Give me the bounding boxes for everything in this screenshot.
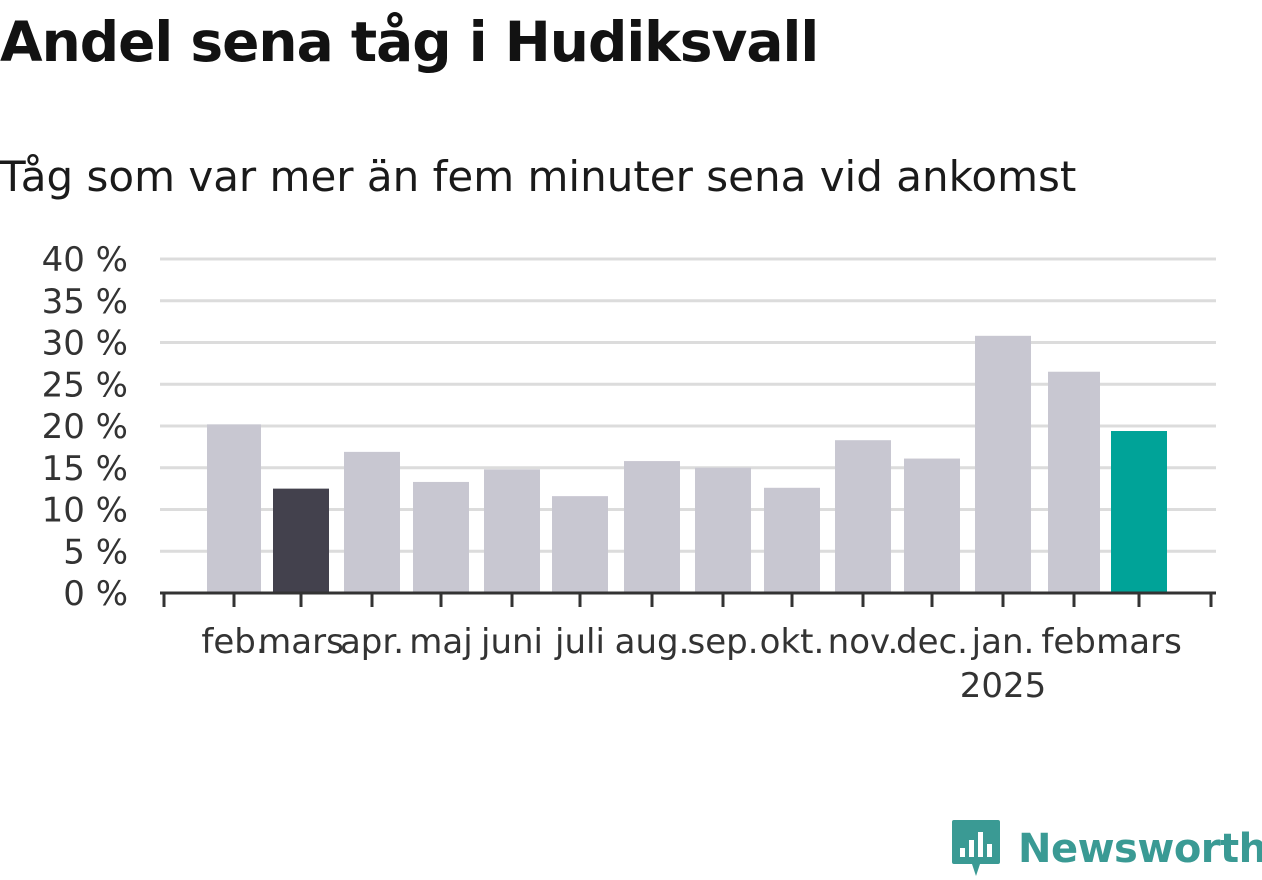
bar-chart: 0 %5 %10 %15 %20 %25 %30 %35 %40 % feb.m… bbox=[42, 240, 1216, 706]
x-tick-label: dec. bbox=[896, 622, 968, 662]
x-tick-label: juni bbox=[480, 622, 543, 662]
chart-title: Andel sena tåg i Hudiksvall bbox=[0, 10, 819, 74]
bar-juli-5 bbox=[552, 496, 608, 593]
newsworthy-logo-icon bbox=[952, 820, 1000, 876]
bar-aug-6 bbox=[624, 461, 680, 593]
bar-okt-8 bbox=[764, 487, 820, 593]
x-tick-label: jan. bbox=[971, 622, 1035, 662]
x-tick-label: mars bbox=[258, 622, 344, 662]
bar-sep-7 bbox=[695, 467, 751, 593]
x-tick-label: feb. bbox=[201, 622, 266, 662]
y-tick-label: 40 % bbox=[42, 240, 128, 280]
bar-nov-9 bbox=[835, 440, 891, 593]
x-axis bbox=[160, 591, 1216, 607]
bars bbox=[207, 335, 1167, 593]
bar-feb-0 bbox=[207, 424, 261, 593]
x-tick-label: maj bbox=[409, 622, 472, 662]
logo-text: Newsworthy bbox=[1018, 826, 1262, 872]
x-tick-label: apr. bbox=[340, 622, 404, 662]
x-tick-label: okt. bbox=[760, 622, 825, 662]
x-year-label: 2025 bbox=[960, 666, 1047, 706]
y-tick-label: 30 % bbox=[42, 324, 128, 364]
y-axis-tick-labels: 0 %5 %10 %15 %20 %25 %30 %35 %40 % bbox=[42, 240, 128, 614]
y-tick-label: 25 % bbox=[42, 365, 128, 405]
x-tick-label: juli bbox=[554, 622, 605, 662]
y-tick-label: 0 % bbox=[63, 574, 128, 614]
y-tick-label: 15 % bbox=[42, 449, 128, 489]
y-tick-label: 10 % bbox=[42, 491, 128, 531]
x-tick-label: aug. bbox=[615, 622, 690, 662]
bar-jan-11 bbox=[975, 335, 1031, 593]
x-tick-label: nov. bbox=[828, 622, 899, 662]
bar-mars-1 bbox=[273, 488, 329, 593]
y-tick-label: 5 % bbox=[63, 532, 128, 572]
chart-subtitle: Tåg som var mer än fem minuter sena vid … bbox=[0, 152, 1077, 201]
bar-feb-12 bbox=[1048, 371, 1100, 593]
y-tick-label: 35 % bbox=[42, 282, 128, 322]
x-tick-label: mars bbox=[1096, 622, 1182, 662]
bar-juni-4 bbox=[484, 469, 540, 593]
bar-mars-13 bbox=[1111, 431, 1167, 593]
x-tick-label: sep. bbox=[687, 622, 758, 662]
y-tick-label: 20 % bbox=[42, 407, 128, 447]
bar-maj-3 bbox=[413, 481, 469, 593]
bar-dec-10 bbox=[904, 458, 960, 593]
newsworthy-logo: Newsworthy bbox=[950, 818, 1262, 880]
bar-apr-2 bbox=[344, 451, 400, 593]
gridlines bbox=[160, 257, 1216, 553]
x-tick-label: feb. bbox=[1041, 622, 1106, 662]
